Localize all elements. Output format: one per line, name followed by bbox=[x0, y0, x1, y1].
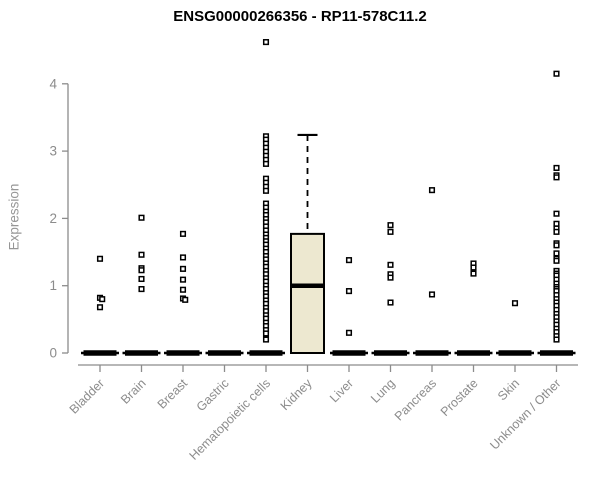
data-point bbox=[179, 286, 187, 293]
data-point bbox=[553, 257, 560, 264]
y-tick-label: 0 bbox=[49, 346, 57, 361]
y-tick-label: 4 bbox=[49, 76, 57, 91]
data-point bbox=[179, 265, 187, 272]
y-tick-label: 2 bbox=[49, 211, 57, 226]
data-point bbox=[345, 288, 353, 295]
data-point bbox=[96, 304, 104, 311]
data-point bbox=[262, 330, 270, 337]
x-tick-label: Prostate bbox=[438, 376, 481, 419]
data-point bbox=[262, 160, 270, 167]
x-tick-label: Liver bbox=[327, 376, 356, 405]
x-tick-label: Breast bbox=[155, 376, 191, 412]
x-tick-label: Skin bbox=[495, 376, 522, 403]
data-point bbox=[511, 300, 519, 307]
data-point bbox=[179, 254, 187, 261]
box bbox=[290, 232, 325, 354]
data-point bbox=[179, 230, 187, 237]
data-point bbox=[387, 274, 394, 281]
data-point bbox=[553, 220, 560, 227]
y-tick-label: 3 bbox=[49, 144, 57, 159]
x-tick-label: Unknown / Other bbox=[487, 376, 563, 452]
x-tick-label: Bladder bbox=[67, 376, 107, 416]
data-point bbox=[138, 267, 145, 274]
data-point bbox=[387, 261, 394, 268]
data-point bbox=[96, 255, 104, 262]
collapsed-box bbox=[457, 350, 490, 356]
data-point bbox=[262, 39, 270, 46]
data-point bbox=[553, 250, 560, 257]
data-point bbox=[182, 296, 189, 303]
data-point bbox=[470, 270, 477, 277]
x-tick-label: Hematopoietic cells bbox=[187, 376, 274, 463]
data-point bbox=[262, 336, 270, 343]
data-point bbox=[553, 228, 560, 235]
collapsed-box bbox=[208, 350, 241, 356]
data-point bbox=[138, 286, 145, 293]
collapsed-box bbox=[83, 350, 117, 356]
y-tick-label: 1 bbox=[49, 278, 57, 293]
data-point bbox=[138, 275, 145, 283]
data-point bbox=[99, 296, 106, 303]
data-point bbox=[428, 187, 436, 194]
x-tick-label: Pancreas bbox=[392, 376, 439, 423]
collapsed-box bbox=[125, 350, 158, 356]
data-point bbox=[470, 264, 477, 271]
data-point bbox=[553, 242, 560, 249]
data-point bbox=[387, 228, 394, 235]
collapsed-box bbox=[166, 350, 200, 356]
x-tick-label: Gastric bbox=[194, 376, 232, 414]
data-point bbox=[138, 251, 145, 258]
collapsed-box bbox=[415, 350, 449, 356]
collapsed-box bbox=[249, 350, 283, 356]
collapsed-box bbox=[498, 350, 532, 356]
x-tick-label: Kidney bbox=[278, 376, 315, 413]
data-point bbox=[553, 70, 560, 77]
data-point bbox=[553, 336, 560, 343]
x-tick-label: Lung bbox=[368, 376, 398, 406]
data-point bbox=[553, 174, 560, 181]
data-point bbox=[138, 214, 145, 221]
data-point bbox=[553, 164, 560, 171]
collapsed-box bbox=[332, 350, 366, 356]
x-tick-label: Brain bbox=[118, 376, 149, 407]
collapsed-box bbox=[374, 350, 407, 356]
data-point bbox=[179, 276, 187, 283]
data-point bbox=[345, 257, 353, 264]
data-point bbox=[387, 222, 394, 229]
data-point bbox=[428, 291, 436, 298]
chart-title: ENSG00000266356 - RP11-578C11.2 bbox=[173, 8, 427, 25]
data-point bbox=[553, 210, 560, 217]
data-point bbox=[262, 187, 270, 194]
collapsed-box bbox=[540, 350, 573, 356]
data-point bbox=[387, 299, 394, 306]
data-point bbox=[345, 329, 353, 336]
